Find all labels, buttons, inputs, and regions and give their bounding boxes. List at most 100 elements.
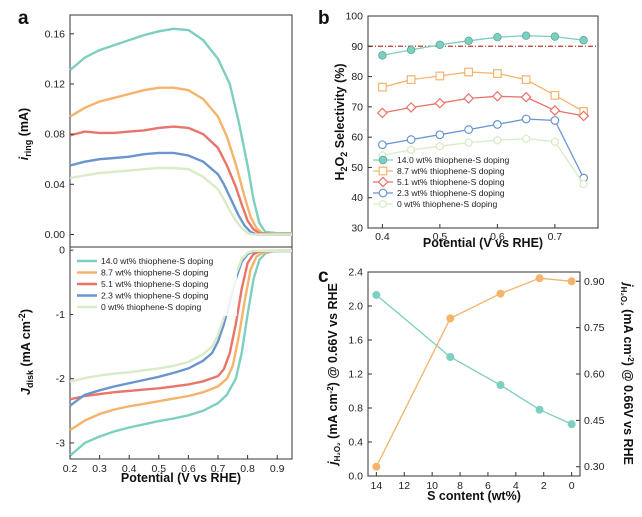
a-bot-xtick-label-5: 0.7 bbox=[211, 463, 226, 475]
c-right-ytick-label-3: 0.75 bbox=[584, 322, 605, 334]
a-bot-ytick-label-1: -2 bbox=[56, 373, 65, 385]
a-legend-label-2: 5.1 wt% thiophene-S doping bbox=[101, 279, 209, 289]
b-series-1-point-4 bbox=[492, 69, 502, 78]
panel-a-bottom-ylabel: Jdisk (mA cm-2) bbox=[17, 309, 35, 395]
panel-c-frame bbox=[367, 271, 581, 477]
b-series-3-point-0 bbox=[377, 140, 387, 150]
b-series-1-point-6 bbox=[550, 90, 560, 100]
a-bot-ytick-label-2: -1 bbox=[56, 309, 65, 321]
b-series-0-point-2 bbox=[435, 40, 445, 49]
b-series-0-point-4 bbox=[493, 33, 502, 42]
b-series-3-point-6 bbox=[550, 116, 560, 125]
a-legend-label-0: 14.0 wt% thiophene-S doping bbox=[101, 256, 213, 266]
b-legend-swatch-marker-2 bbox=[377, 176, 389, 188]
panel-b-ylabel: H2O2 Selectivity (%) bbox=[333, 63, 349, 180]
c-series-0-point-1 bbox=[446, 353, 455, 361]
b-series-2-point-2 bbox=[434, 97, 446, 109]
a-bot-series-line-4 bbox=[69, 249, 292, 384]
b-series-0-point-5 bbox=[521, 31, 531, 40]
c-series-0-point-3 bbox=[535, 405, 544, 414]
b-series-0-point-6 bbox=[550, 32, 560, 41]
b-series-4-point-6 bbox=[550, 137, 559, 147]
c-xtick-label-2: 10 bbox=[426, 480, 438, 492]
b-series-4-point-7 bbox=[579, 179, 588, 189]
b-ytick-label-7: 100 bbox=[345, 11, 363, 23]
a-bot-xtick-label-0: 0.2 bbox=[63, 463, 78, 475]
b-legend-label-1: 8.7 wt% thiophene-S doping bbox=[397, 166, 505, 176]
c-xtick-label-6: 2 bbox=[541, 480, 547, 492]
a-top-series-line-2 bbox=[69, 125, 292, 236]
a-top-series-line-4 bbox=[69, 166, 292, 236]
b-xtick-label-1: 0.5 bbox=[433, 231, 448, 243]
a-bot-xtick-label-6: 0.8 bbox=[240, 463, 255, 475]
b-series-1-point-0 bbox=[377, 82, 387, 92]
b-series-1-point-5 bbox=[521, 75, 531, 85]
a-bot-xtick-label-7: 0.9 bbox=[270, 463, 285, 475]
c-left-ytick-label-5: 2.0 bbox=[348, 301, 363, 313]
b-series-2-point-0 bbox=[376, 107, 388, 119]
c-series-1-point-0 bbox=[372, 462, 381, 471]
b-xtick-label-2: 0.6 bbox=[490, 231, 505, 243]
c-left-ytick-label-0: 0.0 bbox=[348, 471, 363, 483]
b-series-2-point-3 bbox=[463, 92, 475, 104]
a-bot-ytick-label-0: -3 bbox=[56, 437, 65, 449]
c-series-1-point-4 bbox=[567, 277, 576, 286]
c-xtick-label-0: 14 bbox=[371, 480, 383, 492]
panel-b-xlabel: Potential (V vs RHE) bbox=[423, 236, 543, 250]
c-series-1-point-1 bbox=[446, 314, 455, 323]
a-top-ytick-label-3: 0.12 bbox=[45, 78, 66, 90]
b-series-3-point-1 bbox=[406, 135, 416, 144]
b-series-1-point-1 bbox=[406, 75, 416, 85]
a-legend-label-3: 2.3 wt% thiophene-S doping bbox=[101, 291, 209, 301]
panel-a-bottom-frame bbox=[69, 246, 293, 460]
c-xtick-label-5: 4 bbox=[513, 480, 519, 492]
b-ytick-label-4: 70 bbox=[351, 101, 363, 113]
b-series-0-point-3 bbox=[464, 36, 473, 46]
b-series-3-point-3 bbox=[464, 125, 474, 134]
panel-c-right-ylabel: jH₂O₂ (mA cm-2) @ 0.66V vs RHE bbox=[619, 281, 635, 465]
b-legend-swatch-marker-0 bbox=[378, 155, 388, 165]
a-top-series-line-0 bbox=[69, 27, 292, 235]
b-xtick-label-3: 0.7 bbox=[548, 231, 563, 243]
a-legend-box bbox=[73, 250, 237, 316]
b-series-3-point-5 bbox=[521, 114, 531, 124]
b-legend-label-4: 0 wt% thiophene-S doping bbox=[397, 199, 498, 209]
b-series-line-2 bbox=[382, 95, 584, 117]
b-series-2-point-1 bbox=[405, 102, 417, 113]
b-series-line-0 bbox=[382, 35, 584, 57]
b-series-2-point-4 bbox=[491, 90, 503, 102]
b-ytick-label-0: 30 bbox=[351, 223, 363, 235]
b-ytick-label-6: 90 bbox=[351, 41, 363, 53]
b-series-2-point-7 bbox=[578, 110, 590, 122]
b-legend-label-2: 5.1 wt% thiophene-S doping bbox=[397, 177, 505, 187]
a-top-series-line-3 bbox=[69, 151, 292, 236]
b-series-1-point-3 bbox=[464, 67, 474, 77]
b-legend-label-3: 2.3 wt% thiophene-S doping bbox=[397, 188, 505, 198]
c-right-ytick-label-0: 0.30 bbox=[584, 461, 605, 473]
c-series-1-point-3 bbox=[535, 274, 544, 283]
b-series-4-point-1 bbox=[407, 145, 415, 155]
a-top-ytick-label-0: 0.00 bbox=[45, 229, 66, 241]
c-series-0-point-4 bbox=[567, 420, 576, 429]
c-xtick-label-1: 12 bbox=[398, 480, 410, 492]
a-bot-series-line-0 bbox=[69, 249, 292, 457]
b-series-0-point-7 bbox=[579, 36, 588, 45]
b-legend-label-0: 14.0 wt% thiophene-S doping bbox=[397, 155, 509, 165]
c-left-ytick-label-6: 2.4 bbox=[348, 267, 363, 279]
b-legend-swatch-marker-1 bbox=[378, 166, 388, 176]
b-series-4-point-2 bbox=[436, 141, 444, 151]
a-bot-xtick-label-4: 0.6 bbox=[181, 463, 196, 475]
a-top-ytick-label-4: 0.16 bbox=[45, 28, 66, 40]
c-left-ytick-label-3: 1.2 bbox=[348, 369, 363, 381]
b-series-line-1 bbox=[382, 71, 584, 112]
b-series-3-point-2 bbox=[435, 130, 445, 140]
a-bot-xtick-label-2: 0.4 bbox=[122, 463, 137, 475]
b-series-4-point-3 bbox=[464, 138, 473, 148]
a-bot-xtick-label-1: 0.3 bbox=[92, 463, 107, 475]
a-bot-ytick-label-3: 0 bbox=[59, 245, 65, 257]
c-xtick-label-7: 0 bbox=[569, 480, 575, 492]
b-series-4-point-5 bbox=[522, 134, 531, 144]
b-series-line-4 bbox=[382, 138, 585, 185]
c-left-ytick-label-1: 0.4 bbox=[348, 437, 363, 449]
